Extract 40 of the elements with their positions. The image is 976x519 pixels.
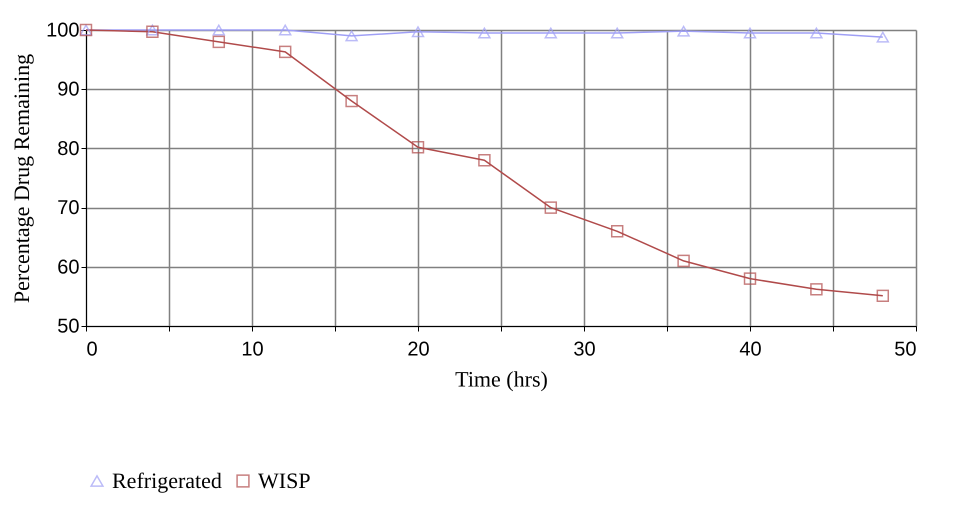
point [544, 27, 558, 38]
point [744, 272, 756, 285]
point [677, 254, 690, 268]
point [744, 27, 756, 38]
legend-label: Refrigerated [112, 468, 222, 493]
point [345, 94, 358, 108]
point [810, 27, 823, 38]
point [412, 140, 424, 154]
point [876, 32, 890, 43]
point [278, 46, 292, 58]
x-tick-label: 30 [573, 338, 596, 360]
legend-label: WISP [258, 468, 311, 493]
point [412, 26, 424, 38]
x-tick-label: 20 [407, 338, 430, 360]
x-tick-label: 50 [894, 338, 916, 360]
point [478, 154, 491, 166]
y-axis-title: Percentage Drug Remaining [9, 54, 34, 304]
point [478, 27, 491, 38]
point [212, 36, 226, 48]
point [212, 24, 226, 36]
x-tick-label: 10 [241, 338, 264, 360]
point [146, 24, 159, 36]
point [610, 225, 624, 238]
point [544, 201, 558, 214]
point [876, 290, 890, 302]
point [810, 283, 823, 296]
x-tick-label: 0 [86, 338, 98, 360]
point [278, 24, 292, 36]
y-tick-label: 60 [57, 256, 80, 278]
x-tick-label: 40 [739, 338, 762, 360]
point [146, 26, 159, 38]
point [345, 30, 358, 42]
y-tick-label: 100 [46, 20, 80, 42]
point [677, 26, 690, 37]
y-tick-label: 70 [57, 197, 80, 220]
x-axis-title: Time (hrs) [455, 366, 548, 392]
y-tick-label: 90 [57, 78, 80, 101]
y-tick-label: 80 [57, 138, 80, 160]
y-tick-label: 50 [57, 316, 80, 338]
point [610, 27, 624, 38]
